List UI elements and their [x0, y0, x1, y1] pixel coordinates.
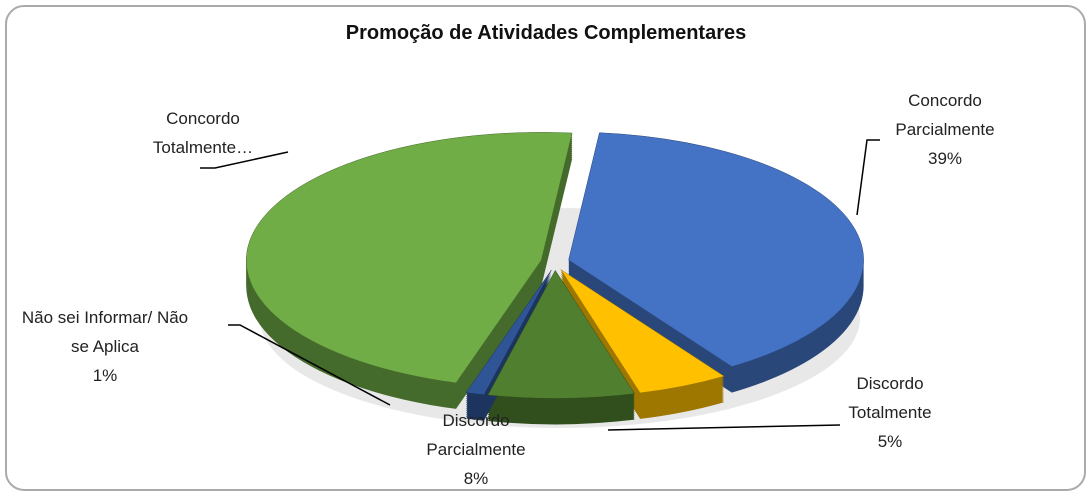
slice	[246, 132, 573, 384]
value-label: 5%	[877, 432, 903, 451]
category-label: Concordo Parcialmente	[895, 91, 995, 139]
data-label: Discordo Parcialmente 8%	[406, 406, 546, 493]
category-label: Concordo Totalmente…	[152, 109, 254, 157]
category-label: Discordo Parcialmente	[426, 411, 526, 459]
data-label: Não sei Informar/ Não se Aplica 1%	[12, 303, 198, 390]
category-label: Não sei Informar/ Não se Aplica	[21, 308, 189, 356]
slice	[560, 269, 725, 394]
slices	[246, 132, 864, 425]
data-label: Discordo Totalmente 5%	[820, 369, 960, 456]
chart-title: Promoção de Atividades Complementares	[345, 22, 747, 44]
leader-lines	[200, 139, 880, 431]
slice	[487, 269, 636, 399]
value-label: 8%	[463, 469, 489, 488]
slice	[465, 269, 552, 395]
data-label: Concordo Totalmente…	[128, 104, 278, 162]
value-label: 1%	[92, 366, 118, 385]
value-label: 39%	[927, 149, 963, 168]
category-label: Discordo Totalmente	[848, 374, 932, 422]
data-label: Concordo Parcialmente 39%	[875, 86, 1015, 173]
slice	[568, 132, 864, 367]
